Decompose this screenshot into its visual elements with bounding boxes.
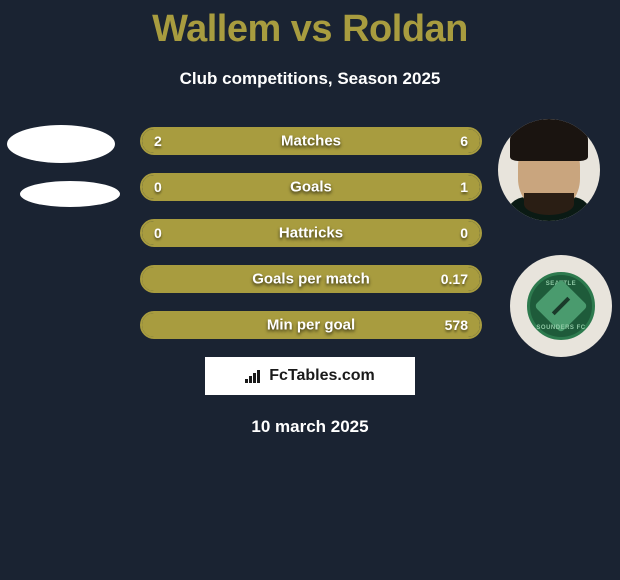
player-left-avatar-ellipse-2 bbox=[20, 181, 120, 207]
stat-label: Min per goal bbox=[267, 317, 355, 334]
stat-bars: 2 Matches 6 0 Goals 1 0 Hattricks 0 Goal… bbox=[140, 127, 482, 339]
stat-value-right: 0.17 bbox=[441, 271, 468, 287]
crest-needle-icon bbox=[552, 297, 570, 315]
avatar-beard bbox=[524, 193, 574, 215]
player-right-avatar bbox=[498, 119, 600, 221]
branding-text: FcTables.com bbox=[269, 367, 375, 385]
branding-box: FcTables.com bbox=[205, 357, 415, 395]
avatar-face bbox=[518, 139, 580, 211]
stat-bar-matches: 2 Matches 6 bbox=[140, 127, 482, 155]
club-crest-container: SEATTLE SOUNDERS FC bbox=[510, 255, 612, 357]
stat-value-left: 0 bbox=[154, 179, 162, 195]
club-crest: SEATTLE SOUNDERS FC bbox=[527, 272, 595, 340]
stat-bar-goals-per-match: Goals per match 0.17 bbox=[140, 265, 482, 293]
stat-bar-min-per-goal: Min per goal 578 bbox=[140, 311, 482, 339]
subtitle: Club competitions, Season 2025 bbox=[0, 69, 620, 89]
stat-label: Matches bbox=[281, 133, 341, 150]
stat-label: Goals bbox=[290, 179, 332, 196]
stat-label: Hattricks bbox=[279, 225, 343, 242]
stat-value-left: 0 bbox=[154, 225, 162, 241]
stat-value-right: 578 bbox=[445, 317, 468, 333]
stats-container: SEATTLE SOUNDERS FC 2 Matches 6 0 Goals … bbox=[0, 127, 620, 339]
stat-value-right: 0 bbox=[460, 225, 468, 241]
page-title: Wallem vs Roldan bbox=[0, 0, 620, 51]
bar-chart-icon bbox=[245, 369, 263, 383]
stat-fill-right bbox=[227, 129, 481, 153]
avatar-hair bbox=[510, 119, 588, 161]
player-left-avatar-ellipse-1 bbox=[7, 125, 115, 163]
stat-bar-goals: 0 Goals 1 bbox=[140, 173, 482, 201]
stat-value-right: 6 bbox=[460, 133, 468, 149]
stat-bar-hattricks: 0 Hattricks 0 bbox=[140, 219, 482, 247]
stat-label: Goals per match bbox=[252, 271, 370, 288]
stat-value-right: 1 bbox=[460, 179, 468, 195]
stat-value-left: 2 bbox=[154, 133, 162, 149]
crest-text-bottom: SOUNDERS FC bbox=[536, 325, 585, 331]
date-text: 10 march 2025 bbox=[0, 417, 620, 437]
